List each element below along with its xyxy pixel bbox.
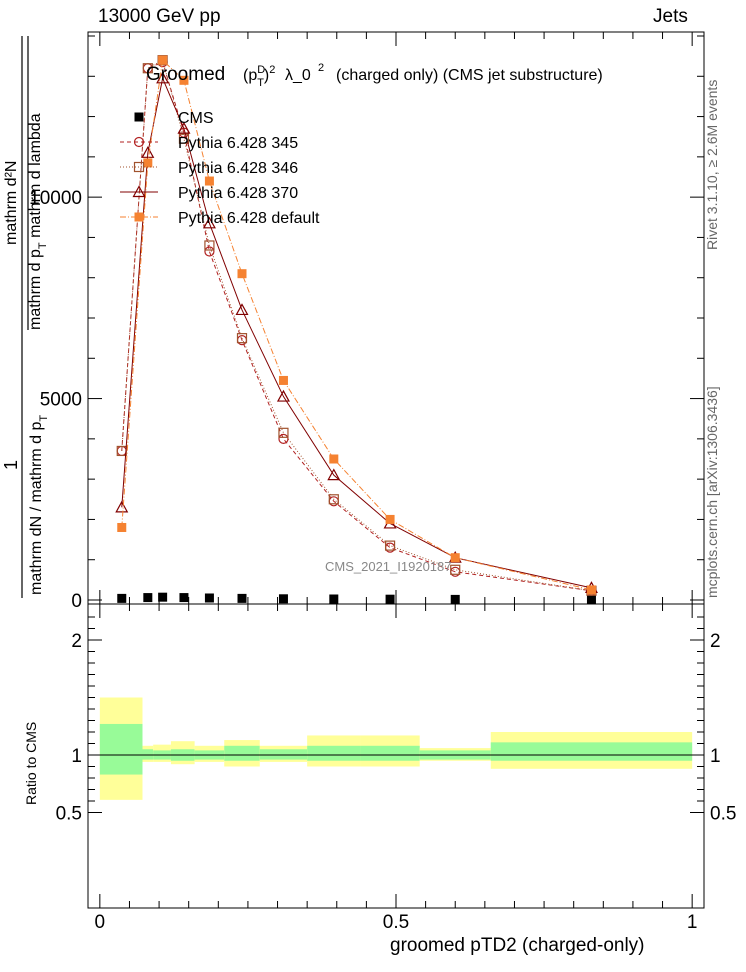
- ratio-y-tick-label-left: 2: [71, 631, 82, 652]
- y-label-outer-denominator: mathrm dN / mathrm d pT: [28, 415, 50, 595]
- ratio-y-tick-label-right: 1: [710, 746, 721, 767]
- data-point: [204, 593, 214, 603]
- legend-marker: [132, 185, 146, 198]
- chart-title-ptd-symbol: (pD T)2: [243, 64, 275, 89]
- ratio-y-axis-label: Ratio to CMS: [23, 722, 39, 805]
- series-line: [121, 59, 592, 591]
- legend: CMS Pythia 6.428 345 Pythia 6.428 346 Pythi…: [120, 110, 320, 227]
- data-point: [276, 389, 290, 402]
- ratio-band-inner-bin: [307, 745, 361, 761]
- data-point: [278, 433, 289, 444]
- data-point: [117, 522, 127, 532]
- data-point: [278, 375, 288, 385]
- legend-label: Pythia 6.428 345: [178, 135, 298, 152]
- main-y-tick-label: 0: [71, 591, 82, 612]
- data-point: [179, 593, 189, 603]
- data-point: [178, 133, 190, 144]
- data-point: [202, 216, 216, 229]
- chart-title-tail: (charged only) (CMS jet substructure): [336, 67, 603, 84]
- data-point: [385, 514, 395, 524]
- x-axis-label: groomed pTD2 (charged-only): [390, 935, 645, 956]
- axes-ticks: 0 5000 10000 0.5 0.5 1 1 2 2 0 0.5 1: [29, 32, 736, 933]
- legend-marker: [133, 161, 145, 173]
- header-analysis-type: Jets: [653, 6, 688, 27]
- data-point: [450, 553, 460, 563]
- chart-title-lambda: λ_0: [285, 67, 311, 84]
- ratio-y-tick-label-left: 1: [71, 746, 82, 767]
- data-point: [327, 468, 341, 481]
- data-point: [329, 454, 339, 464]
- data-point: [278, 427, 289, 438]
- data-point: [142, 63, 153, 74]
- x-tick-label: 0: [95, 912, 106, 933]
- y-label-second-derivative: mathrm d²N: [3, 161, 20, 245]
- chart-title-lambda-exp: 2: [318, 62, 324, 74]
- data-point: [385, 594, 395, 604]
- data-point: [179, 75, 189, 85]
- data-point: [329, 594, 339, 604]
- ratio-band-inner-bin: [360, 745, 420, 761]
- data-point: [586, 595, 596, 605]
- legend-label: CMS: [178, 110, 214, 127]
- ratio-band-inner-bin: [224, 745, 260, 761]
- data-point: [158, 55, 168, 65]
- data-point: [115, 500, 129, 513]
- data-point: [117, 593, 127, 603]
- ratio-band-inner-bin: [259, 749, 308, 760]
- legend-label: Pythia 6.428 default: [178, 210, 320, 227]
- series-0: [117, 592, 596, 605]
- analysis-watermark: CMS_2021_I1920187: [325, 559, 452, 574]
- data-point: [204, 246, 215, 257]
- main-y-tick-label: 10000: [29, 188, 82, 209]
- data-point: [235, 303, 249, 316]
- data-point: [143, 158, 153, 168]
- ratio-band-inner-bin: [142, 749, 154, 760]
- ratio-y-tick-label-left: 0.5: [56, 804, 82, 825]
- chart-title-groomed: Groomed: [146, 64, 225, 85]
- data-point: [158, 592, 168, 602]
- data-point: [328, 494, 339, 505]
- x-tick-label: 1: [687, 912, 698, 933]
- series-line: [121, 59, 592, 592]
- header-process: 13000 GeV pp: [98, 6, 221, 27]
- legend-marker: [133, 136, 145, 148]
- data-point: [141, 146, 155, 158]
- data-point: [450, 594, 460, 604]
- main-y-tick-label: 5000: [40, 390, 82, 411]
- ratio-y-tick-label-right: 2: [710, 631, 721, 652]
- legend-marker: [134, 112, 144, 122]
- data-point: [177, 121, 191, 134]
- y-label-inner-denominator: mathrm d pT mathrm d lambda: [27, 113, 49, 330]
- ratio-band-inner-bin: [99, 723, 143, 775]
- data-point: [204, 240, 215, 251]
- legend-label: Pythia 6.428 370: [178, 185, 298, 202]
- y-label-fraction-one: 1: [1, 460, 21, 470]
- data-point: [384, 540, 396, 551]
- data-point: [278, 594, 288, 604]
- data-point: [384, 542, 396, 553]
- x-tick-label: 0.5: [383, 912, 409, 933]
- data-point: [586, 585, 596, 595]
- data-point: [450, 564, 461, 575]
- data-point: [143, 593, 153, 603]
- ratio-band-inner-bin: [490, 742, 693, 761]
- data-point: [237, 269, 247, 279]
- series-line: [121, 76, 592, 589]
- data-point: [237, 593, 247, 603]
- ratio-y-tick-label-right: 0.5: [710, 804, 736, 825]
- series-4: [117, 55, 596, 595]
- data-point: [236, 333, 248, 344]
- legend-label: Pythia 6.428 346: [178, 160, 298, 177]
- data-series: [115, 55, 598, 605]
- data-point: [204, 176, 214, 186]
- ratio-uncertainty-bands: [99, 697, 693, 800]
- legend-marker: [134, 212, 144, 222]
